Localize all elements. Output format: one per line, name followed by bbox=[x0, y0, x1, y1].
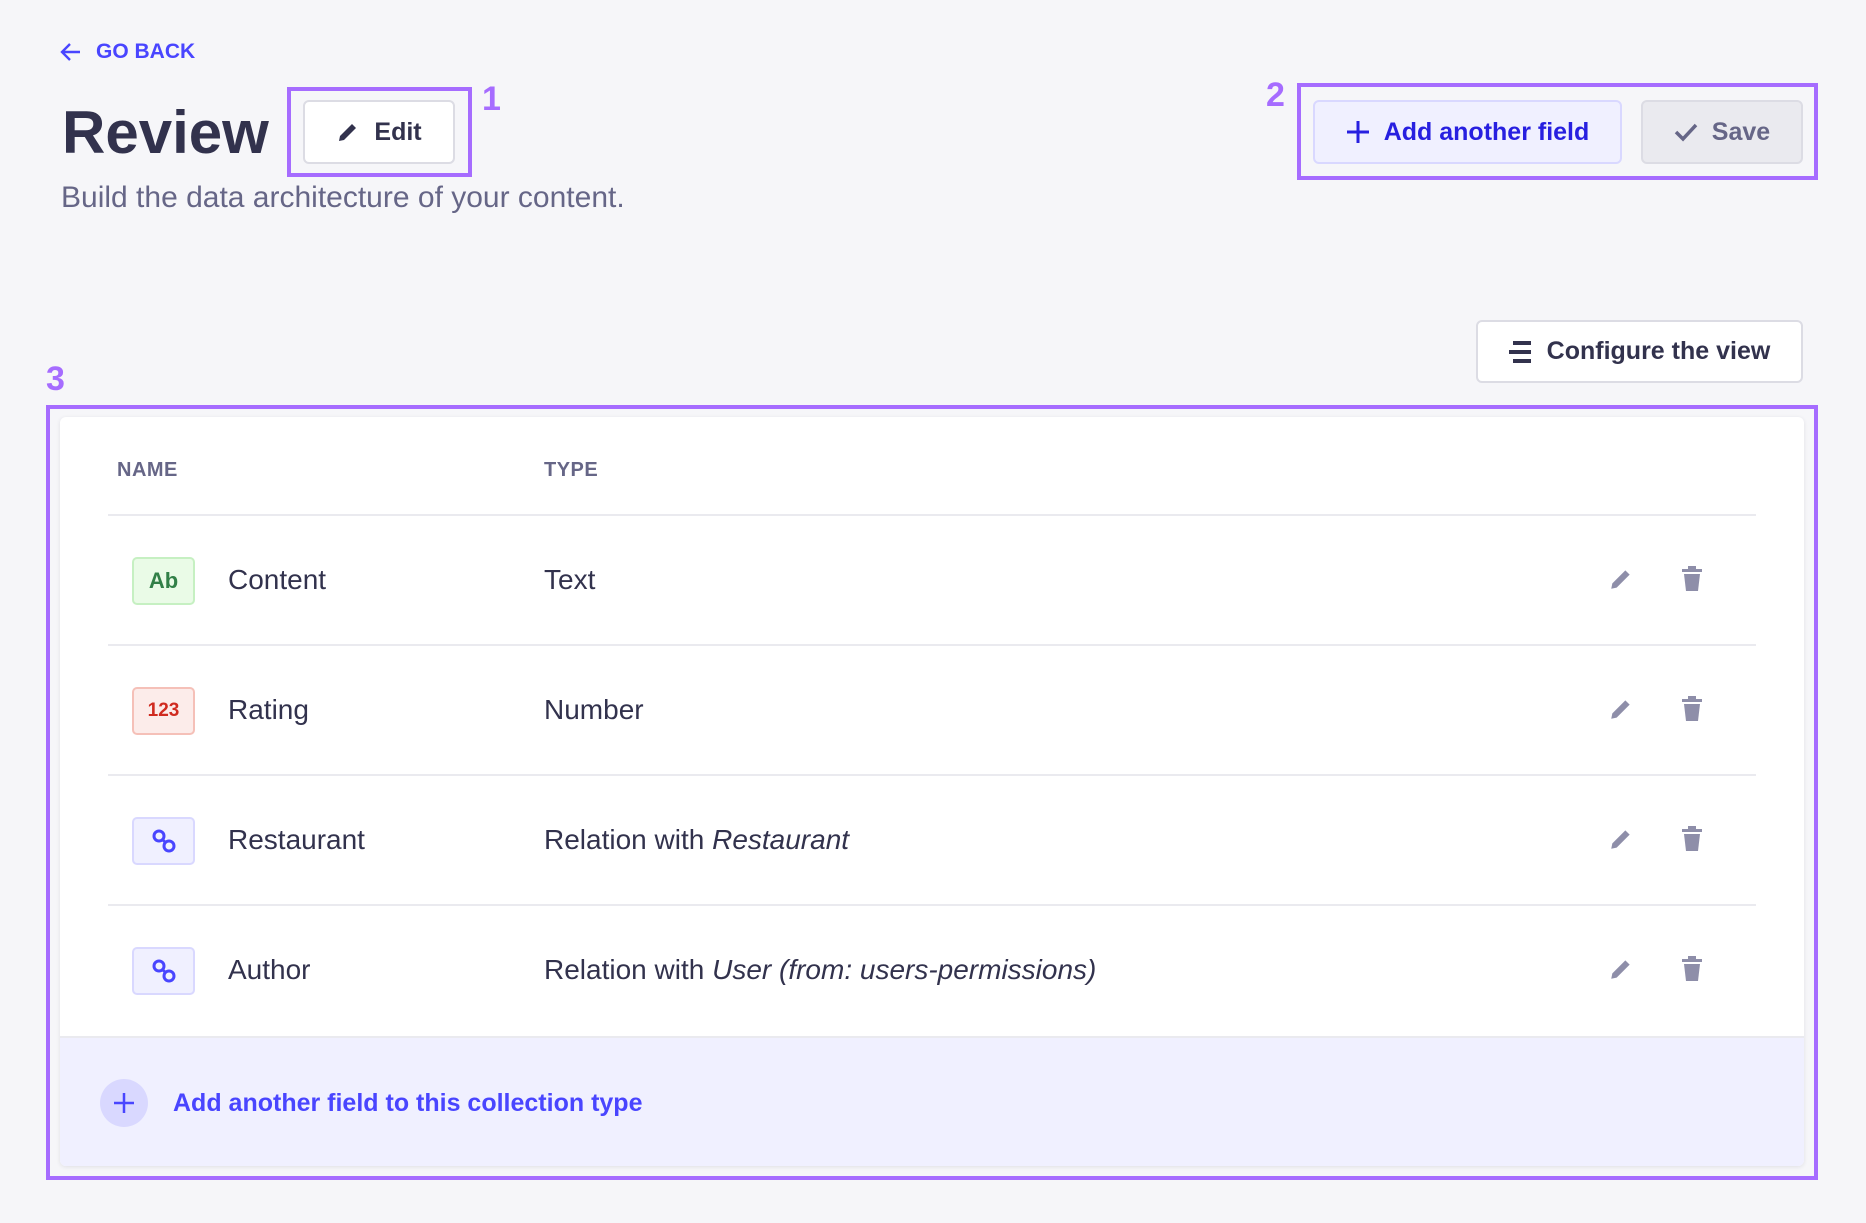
go-back-link[interactable]: GO BACK bbox=[60, 40, 195, 64]
annotation-1: 1 bbox=[482, 80, 501, 118]
add-another-field-button[interactable]: Add another field bbox=[1313, 100, 1622, 164]
arrow-left-icon bbox=[60, 43, 80, 61]
field-type-label: Number bbox=[544, 694, 644, 725]
delete-field-icon[interactable] bbox=[1681, 696, 1703, 727]
field-name: Rating bbox=[228, 694, 309, 725]
configure-label: Configure the view bbox=[1546, 337, 1771, 365]
edit-label: Edit bbox=[374, 117, 422, 146]
link-icon bbox=[152, 829, 175, 853]
save-button[interactable]: Save bbox=[1641, 100, 1803, 164]
edit-button[interactable]: Edit bbox=[303, 100, 455, 164]
highlight-box-3 bbox=[46, 405, 1818, 1180]
highlight-box-1 bbox=[287, 87, 472, 177]
field-name: Restaurant bbox=[228, 824, 365, 855]
annotation-3: 3 bbox=[46, 360, 65, 398]
go-back-label: GO BACK bbox=[96, 40, 196, 63]
field-name: Content bbox=[228, 564, 327, 595]
edit-field-icon[interactable] bbox=[1608, 826, 1634, 857]
link-icon bbox=[152, 959, 175, 983]
table-row: Author Relation with User (from: users-p… bbox=[108, 904, 1756, 1034]
field-type-label: Relation with bbox=[544, 954, 713, 985]
field-type-badge: Ab bbox=[132, 557, 195, 605]
plus-circle-icon[interactable] bbox=[100, 1079, 148, 1127]
layout-icon bbox=[1508, 340, 1531, 363]
field-type-badge bbox=[132, 947, 195, 995]
page-subtitle: Build the data architecture of your cont… bbox=[61, 181, 625, 214]
fields-table: NAME TYPE Ab Content Text 123 Rating Num… bbox=[60, 417, 1804, 1166]
check-icon bbox=[1674, 123, 1698, 142]
field-type: Relation with Restaurant bbox=[544, 824, 849, 856]
field-type: Number bbox=[544, 694, 644, 726]
delete-field-icon[interactable] bbox=[1681, 566, 1703, 597]
highlight-box-2 bbox=[1297, 83, 1818, 180]
field-type: Relation with User (from: users-permissi… bbox=[544, 954, 1096, 986]
add-field-footer[interactable]: Add another field to this collection typ… bbox=[60, 1036, 1804, 1166]
configure-view-button[interactable]: Configure the view bbox=[1476, 320, 1803, 383]
column-header-name: NAME bbox=[117, 459, 178, 481]
table-row: Restaurant Relation with Restaurant bbox=[108, 774, 1756, 904]
delete-field-icon[interactable] bbox=[1681, 826, 1703, 857]
edit-field-icon[interactable] bbox=[1608, 566, 1634, 597]
field-type-label: Relation with bbox=[544, 824, 713, 855]
relation-target: Restaurant bbox=[712, 824, 850, 855]
edit-field-icon[interactable] bbox=[1608, 956, 1634, 987]
plus-icon bbox=[1346, 121, 1369, 143]
field-type-badge: 123 bbox=[132, 687, 195, 735]
field-name: Author bbox=[228, 954, 311, 985]
pencil-icon bbox=[339, 124, 357, 141]
field-type: Text bbox=[544, 564, 595, 596]
delete-field-icon[interactable] bbox=[1681, 956, 1703, 987]
field-type-badge bbox=[132, 817, 195, 865]
add-field-label: Add another field bbox=[1383, 117, 1590, 146]
badge-label: 123 bbox=[147, 700, 180, 721]
column-header-type: TYPE bbox=[544, 459, 599, 481]
field-type-label: Text bbox=[544, 564, 596, 595]
relation-target: User (from: users-permissions) bbox=[712, 954, 1097, 985]
table-row: Ab Content Text bbox=[108, 514, 1756, 644]
table-row: 123 Rating Number bbox=[108, 644, 1756, 774]
add-field-to-collection-link[interactable]: Add another field to this collection typ… bbox=[173, 1089, 643, 1117]
page-title: Review bbox=[62, 99, 269, 166]
annotation-2: 2 bbox=[1266, 76, 1285, 114]
edit-field-icon[interactable] bbox=[1608, 696, 1634, 727]
badge-label: Ab bbox=[148, 568, 179, 593]
save-label: Save bbox=[1711, 117, 1771, 146]
